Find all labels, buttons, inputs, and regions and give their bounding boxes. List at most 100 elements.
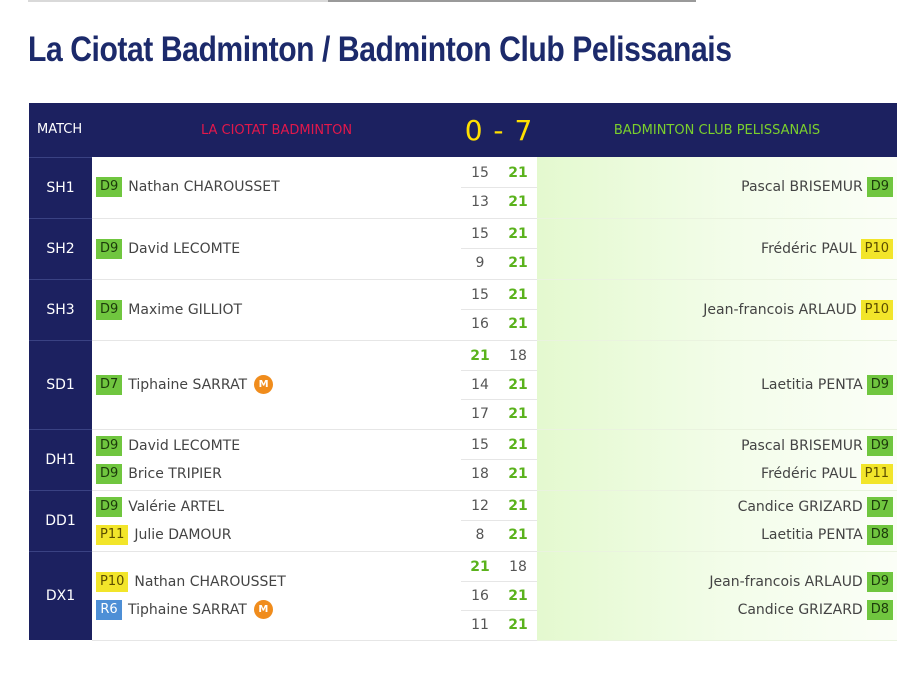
player-name[interactable]: Tiphaine SARRAT	[128, 601, 247, 618]
home-set-score: 15	[471, 164, 489, 181]
rank-badge: P11	[96, 524, 129, 545]
match-list: SH1 D9 Nathan CHAROUSSET 15 21 13 21 Pascal BRI…	[29, 156, 897, 641]
set-score-row: 11 21	[461, 611, 537, 639]
home-player: D9 David LECOMTE	[92, 432, 461, 460]
away-side: Candice GRIZARD D7 Laetitia PENTA D8	[537, 490, 897, 552]
away-side: Pascal BRISEMUR D9	[537, 157, 897, 219]
away-player: Candice GRIZARD D7	[537, 493, 897, 521]
set-score-row: 14 21	[461, 371, 537, 400]
home-side: D9 David LECOMTE	[92, 218, 461, 280]
match-results-table: MATCH LA CIOTAT BADMINTON 0 - 7 BADMINTO…	[29, 103, 897, 641]
rank-badge: P10	[96, 571, 129, 592]
set-score-row: 16 21	[461, 582, 537, 611]
match-label: DD1	[29, 489, 92, 551]
home-set-score: 21	[470, 558, 490, 575]
set-score-row: 15 21	[461, 281, 537, 310]
player-name[interactable]: David LECOMTE	[128, 240, 241, 257]
home-player: D9 Valérie ARTEL	[92, 493, 461, 521]
player-name[interactable]: Jean-francois ARLAUD	[709, 573, 863, 590]
player-name[interactable]: Nathan CHAROUSSET	[128, 179, 280, 196]
match-label: SH2	[29, 217, 92, 279]
match-label: SH3	[29, 278, 92, 340]
player-name[interactable]: Pascal BRISEMUR	[741, 179, 863, 196]
match-row: SD1 D7 Tiphaine SARRAT M 21 18 14 21 17 21 Laetiti…	[29, 339, 897, 430]
player-name[interactable]: Candice GRIZARD	[737, 601, 863, 618]
home-set-score: 14	[471, 376, 489, 393]
set-score-row: 16 21	[461, 310, 537, 338]
away-side: Frédéric PAUL P10	[537, 218, 897, 280]
rank-badge: D9	[96, 435, 123, 456]
player-name[interactable]: Brice TRIPIER	[128, 465, 222, 482]
home-set-score: 9	[475, 255, 485, 271]
rank-badge: D9	[866, 571, 893, 592]
set-score-row: 15 21	[461, 431, 537, 460]
match-label: DX1	[29, 550, 92, 640]
away-side: Laetitia PENTA D9	[537, 340, 897, 430]
set-score-row: 18 21	[461, 460, 537, 488]
player-name[interactable]: David LECOMTE	[128, 437, 241, 454]
player-name[interactable]: Pascal BRISEMUR	[741, 437, 863, 454]
player-name[interactable]: Frédéric PAUL	[761, 465, 857, 482]
home-player: P10 Nathan CHAROUSSET	[92, 568, 461, 596]
rank-badge: D9	[96, 496, 123, 517]
player-name[interactable]: Laetitia PENTA	[761, 376, 863, 393]
set-scores: 15 21 18 21	[461, 429, 537, 491]
away-player: Pascal BRISEMUR D9	[537, 173, 897, 201]
player-name[interactable]: Frédéric PAUL	[761, 240, 857, 257]
match-label: DH1	[29, 428, 92, 490]
home-team-name[interactable]: LA CIOTAT BADMINTON	[200, 122, 353, 138]
rank-badge: D8	[866, 599, 893, 620]
away-set-score: 21	[508, 164, 528, 181]
away-set-score: 21	[508, 255, 528, 271]
rank-badge: D9	[96, 463, 123, 484]
away-team-name[interactable]: BADMINTON CLUB PELISSANAIS	[613, 122, 821, 138]
set-scores: 21 18 16 21 11 21	[461, 551, 537, 641]
away-set-score: 21	[508, 466, 528, 482]
home-side: D9 David LECOMTE D9 Brice TRIPIER	[92, 429, 461, 491]
match-row: SH2 D9 David LECOMTE 15 21 9 21 Frédéric PAUL P1…	[29, 217, 897, 280]
away-player: Laetitia PENTA D8	[537, 521, 897, 549]
top-scroll-strip	[28, 0, 696, 2]
home-set-score: 21	[470, 347, 490, 364]
home-set-score: 15	[471, 226, 489, 242]
away-player: Frédéric PAUL P11	[537, 460, 897, 488]
match-column-header: MATCH	[37, 122, 83, 138]
rank-badge: P10	[860, 238, 893, 259]
home-set-score: 12	[471, 498, 489, 514]
set-scores: 12 21 8 21	[461, 490, 537, 552]
away-set-score: 18	[509, 558, 527, 575]
away-player: Pascal BRISEMUR D9	[537, 432, 897, 460]
away-set-score: 21	[508, 437, 528, 453]
away-set-score: 21	[508, 616, 528, 633]
player-name[interactable]: Valérie ARTEL	[128, 498, 225, 515]
mixed-icon: M	[253, 600, 273, 619]
player-name[interactable]: Julie DAMOUR	[134, 526, 232, 543]
home-side: D7 Tiphaine SARRAT M	[92, 340, 461, 430]
set-scores: 15 21 9 21	[461, 218, 537, 280]
rank-badge: D9	[96, 238, 123, 259]
player-name[interactable]: Nathan CHAROUSSET	[134, 573, 286, 590]
home-player: R6 Tiphaine SARRAT M	[92, 596, 461, 624]
away-player: Frédéric PAUL P10	[537, 235, 897, 263]
home-player: D9 Nathan CHAROUSSET	[92, 173, 461, 201]
set-score-row: 17 21	[461, 400, 537, 428]
rank-badge: D8	[866, 524, 893, 545]
set-score-row: 8 21	[461, 521, 537, 549]
match-row: DD1 D9 Valérie ARTEL P11 Julie DAMOUR 12 21 8 21…	[29, 489, 897, 552]
set-score-row: 21 18	[461, 553, 537, 582]
rank-badge: D9	[866, 374, 893, 395]
player-name[interactable]: Tiphaine SARRAT	[128, 376, 248, 393]
player-name[interactable]: Candice GRIZARD	[737, 498, 863, 515]
match-row: DX1 P10 Nathan CHAROUSSET R6 Tiphaine SARRAT…	[29, 550, 897, 641]
away-player: Jean-francois ARLAUD D9	[537, 568, 897, 596]
home-set-score: 11	[471, 616, 489, 633]
away-set-score: 21	[508, 527, 528, 543]
away-set-score: 21	[508, 193, 528, 210]
player-name[interactable]: Laetitia PENTA	[761, 526, 863, 543]
player-name[interactable]: Jean-francois ARLAUD	[703, 301, 857, 318]
away-set-score: 21	[508, 376, 528, 393]
match-row: SH3 D9 Maxime GILLIOT 15 21 16 21 Jean-francois…	[29, 278, 897, 341]
away-set-score: 21	[508, 587, 528, 604]
table-header: MATCH LA CIOTAT BADMINTON 0 - 7 BADMINTO…	[29, 103, 897, 157]
player-name[interactable]: Maxime GILLIOT	[128, 301, 243, 318]
